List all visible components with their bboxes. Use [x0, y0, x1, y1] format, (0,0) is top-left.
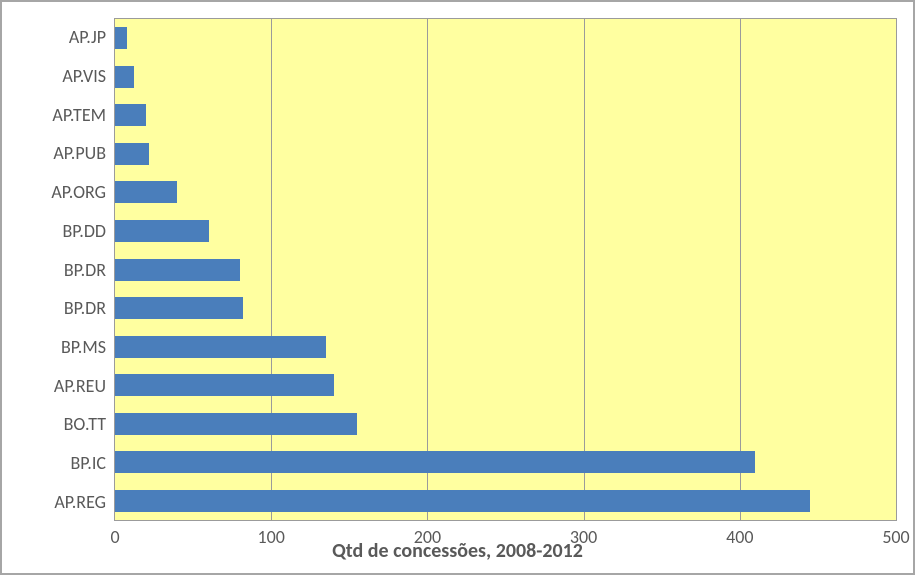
x-axis-title: Qtd de concessões, 2008-2012 — [2, 539, 913, 563]
bar — [115, 336, 326, 358]
y-axis: AP.JP AP.VIS AP.TEM AP.PUB AP.ORG BP.DD BP.DR B… — [18, 18, 114, 521]
y-category-label: BP.IC — [71, 452, 106, 474]
y-category-label: AP.VIS — [62, 65, 106, 87]
gridline — [740, 19, 741, 520]
y-category-label: BP.DR — [64, 259, 106, 281]
bar — [115, 374, 334, 396]
x-tick-label: 0 — [110, 526, 119, 548]
gridline — [427, 19, 428, 520]
bar — [115, 259, 240, 281]
bar — [115, 181, 177, 203]
x-tick-label: 500 — [882, 526, 909, 548]
x-tick-label: 200 — [414, 526, 441, 548]
plot-area: 0100200300400500 — [114, 18, 897, 521]
bar — [115, 220, 209, 242]
y-category-label: AP.TEM — [52, 104, 106, 126]
bar — [115, 413, 357, 435]
bar — [115, 27, 127, 49]
x-tick-label: 400 — [726, 526, 753, 548]
bar — [115, 297, 243, 319]
bar — [115, 143, 149, 165]
chart-frame: AP.JP AP.VIS AP.TEM AP.PUB AP.ORG BP.DD BP.DR B… — [0, 0, 915, 575]
bar — [115, 451, 755, 473]
y-category-label: AP.REU — [54, 375, 106, 397]
y-category-label: BP.DR — [64, 297, 106, 319]
y-category-label: AP.REG — [54, 491, 106, 513]
y-category-label: AP.ORG — [51, 181, 106, 203]
bar — [115, 66, 134, 88]
y-category-label: BP.MS — [61, 336, 106, 358]
x-tick-label: 100 — [258, 526, 285, 548]
x-tick-label: 300 — [570, 526, 597, 548]
y-category-label: AP.PUB — [53, 142, 106, 164]
y-category-label: BP.DD — [63, 220, 107, 242]
bar — [115, 104, 146, 126]
plot-wrapper: AP.JP AP.VIS AP.TEM AP.PUB AP.ORG BP.DD BP.DR B… — [18, 18, 897, 521]
y-category-label: AP.JP — [69, 26, 106, 48]
gridline — [584, 19, 585, 520]
gridline — [271, 19, 272, 520]
y-category-label: BO.TT — [64, 413, 106, 435]
bar — [115, 490, 810, 512]
